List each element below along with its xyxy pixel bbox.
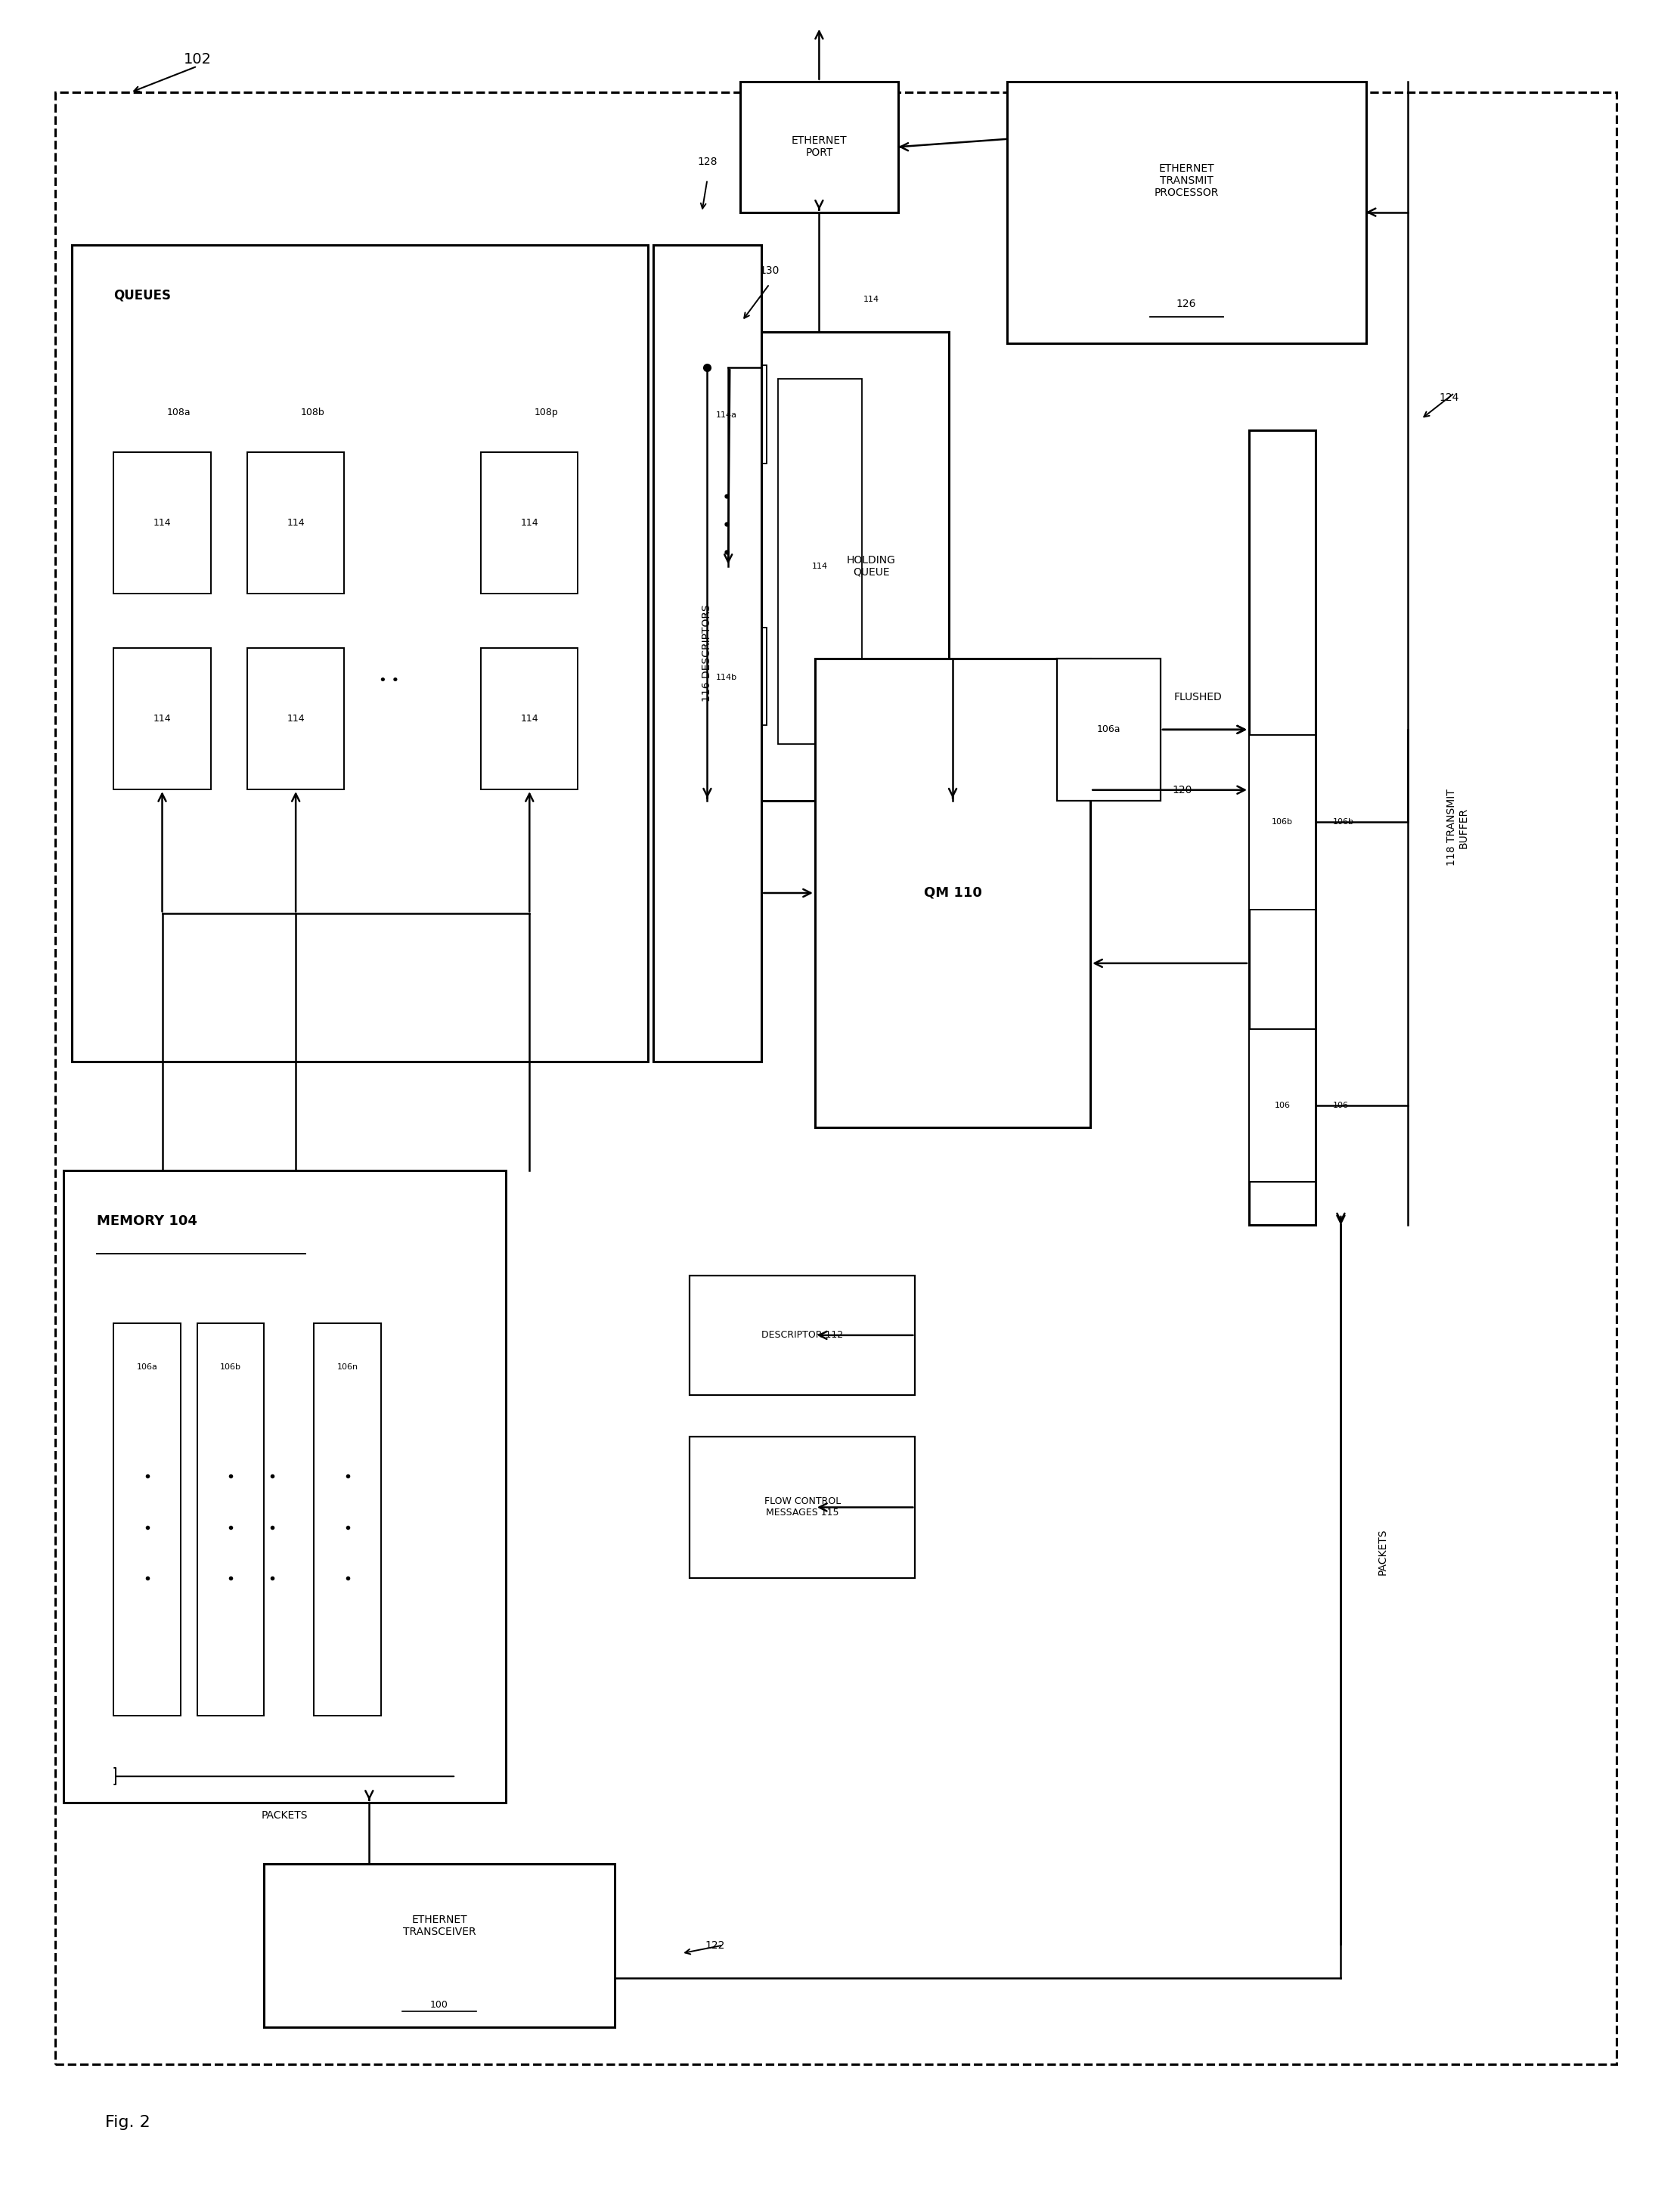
Text: QM 110: QM 110 <box>924 887 981 900</box>
Text: 106b: 106b <box>220 1364 242 1370</box>
FancyBboxPatch shape <box>114 648 210 790</box>
Text: 108b: 108b <box>301 407 324 418</box>
FancyBboxPatch shape <box>197 1322 264 1716</box>
Text: 100: 100 <box>430 2001 449 2010</box>
Text: FLOW CONTROL
MESSAGES 115: FLOW CONTROL MESSAGES 115 <box>764 1497 840 1517</box>
Text: 114: 114 <box>287 519 304 528</box>
Text: 114b: 114b <box>716 674 738 681</box>
Text: 114: 114 <box>521 714 538 725</box>
Text: 130: 130 <box>759 265 780 276</box>
FancyBboxPatch shape <box>739 81 899 212</box>
Text: 114: 114 <box>521 519 538 528</box>
FancyBboxPatch shape <box>72 245 648 1062</box>
Text: 106a: 106a <box>136 1364 158 1370</box>
FancyBboxPatch shape <box>114 451 210 593</box>
Text: 114: 114 <box>811 563 828 569</box>
FancyBboxPatch shape <box>687 628 766 725</box>
Text: QUEUES: QUEUES <box>114 289 171 302</box>
Text: 106: 106 <box>1332 1101 1349 1110</box>
Text: 114: 114 <box>153 519 171 528</box>
FancyBboxPatch shape <box>690 1436 916 1578</box>
Text: 106a: 106a <box>1097 725 1121 736</box>
FancyBboxPatch shape <box>690 1276 916 1394</box>
FancyBboxPatch shape <box>264 1863 615 2027</box>
Text: 120: 120 <box>1173 784 1193 795</box>
FancyBboxPatch shape <box>314 1322 381 1716</box>
FancyBboxPatch shape <box>1057 659 1161 801</box>
FancyBboxPatch shape <box>64 1171 506 1802</box>
FancyBboxPatch shape <box>1248 1029 1315 1182</box>
Text: 126: 126 <box>1176 298 1196 309</box>
FancyBboxPatch shape <box>687 366 766 464</box>
FancyBboxPatch shape <box>480 451 578 593</box>
Text: Fig. 2: Fig. 2 <box>106 2115 151 2130</box>
FancyBboxPatch shape <box>247 648 344 790</box>
Text: 124: 124 <box>1440 392 1460 403</box>
Text: 118 TRANSMIT
BUFFER: 118 TRANSMIT BUFFER <box>1446 790 1468 867</box>
Text: MEMORY 104: MEMORY 104 <box>97 1215 198 1228</box>
Text: • •: • • <box>380 674 400 687</box>
Text: 108a: 108a <box>166 407 192 418</box>
FancyBboxPatch shape <box>1248 736 1315 908</box>
Text: HOLDING
QUEUE: HOLDING QUEUE <box>847 554 895 578</box>
Text: 128: 128 <box>697 158 717 166</box>
Text: 116 DESCRIPTORS: 116 DESCRIPTORS <box>702 604 712 703</box>
Text: 102: 102 <box>183 53 212 68</box>
Text: ETHERNET
PORT: ETHERNET PORT <box>791 136 847 158</box>
Text: 114: 114 <box>864 296 879 302</box>
Text: 106b: 106b <box>1332 819 1354 825</box>
FancyBboxPatch shape <box>480 648 578 790</box>
FancyBboxPatch shape <box>114 1322 180 1716</box>
Text: 114a: 114a <box>716 412 738 418</box>
FancyBboxPatch shape <box>654 245 761 1062</box>
Text: 106n: 106n <box>338 1364 358 1370</box>
FancyBboxPatch shape <box>674 333 949 801</box>
Text: 114: 114 <box>153 714 171 725</box>
Text: ETHERNET
TRANSMIT
PROCESSOR: ETHERNET TRANSMIT PROCESSOR <box>1154 164 1218 199</box>
Text: PACKETS: PACKETS <box>1378 1528 1388 1576</box>
FancyBboxPatch shape <box>815 659 1090 1127</box>
Text: 106: 106 <box>1275 1101 1290 1110</box>
Text: FLUSHED: FLUSHED <box>1174 692 1221 703</box>
FancyBboxPatch shape <box>247 451 344 593</box>
FancyBboxPatch shape <box>1248 429 1315 1226</box>
Text: DESCRIPTOR 112: DESCRIPTOR 112 <box>761 1331 843 1340</box>
Text: PACKETS: PACKETS <box>262 1810 307 1821</box>
Text: 106b: 106b <box>1272 819 1294 825</box>
Text: 114: 114 <box>287 714 304 725</box>
FancyBboxPatch shape <box>778 379 862 744</box>
FancyBboxPatch shape <box>1006 81 1366 344</box>
Text: 108p: 108p <box>534 407 558 418</box>
FancyBboxPatch shape <box>55 92 1616 2064</box>
Text: ETHERNET
TRANSCEIVER: ETHERNET TRANSCEIVER <box>403 1913 475 1937</box>
Text: 122: 122 <box>706 1939 724 1950</box>
